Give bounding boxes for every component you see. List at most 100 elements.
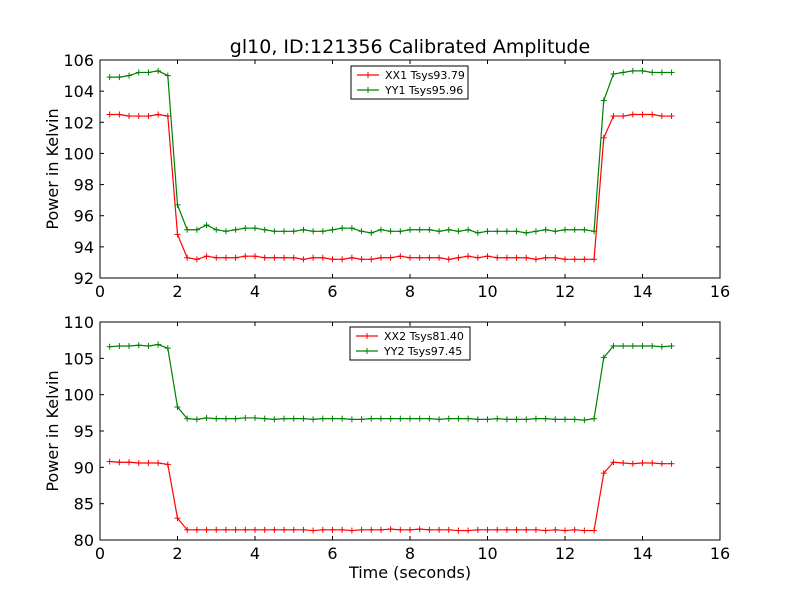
data-point-marker	[474, 254, 481, 261]
data-point-marker	[407, 226, 413, 233]
y-tick-label: 92	[74, 269, 94, 288]
data-point-marker	[252, 414, 258, 421]
y-tick-label: 98	[74, 176, 94, 195]
data-point-marker	[542, 254, 549, 261]
data-point-marker	[193, 256, 200, 263]
data-point-marker	[290, 526, 297, 533]
data-point-marker	[445, 226, 452, 233]
y-axis-label: Power in Kelvin	[43, 108, 62, 229]
chart-title: gl10, ID:121356 Calibrated Amplitude	[230, 36, 590, 58]
data-point-marker	[348, 254, 355, 261]
data-point-marker	[436, 254, 443, 261]
legend-entry: XX2 Tsys81.40	[356, 330, 464, 343]
data-point-marker	[261, 415, 268, 422]
x-axis-label: Time (seconds)	[348, 563, 471, 582]
series-1	[106, 111, 675, 263]
data-point-marker	[329, 415, 336, 422]
data-point-marker	[281, 526, 288, 533]
data-point-marker	[377, 526, 384, 533]
data-point-marker	[116, 111, 123, 118]
data-point-marker	[348, 416, 355, 423]
data-point-marker	[290, 415, 297, 422]
x-tick-label: 10	[477, 544, 497, 563]
data-point-marker	[474, 229, 481, 236]
data-point-marker	[455, 527, 462, 534]
data-point-marker	[358, 256, 365, 263]
data-point-marker	[300, 526, 307, 533]
top-subplot: 0 2 4 6 8 10 12 14 16 92 94 96 98 100 102 104 106 Power i…	[43, 51, 730, 301]
data-point-marker	[184, 415, 191, 422]
data-point-marker	[620, 69, 627, 76]
x-tick-label: 0	[95, 544, 105, 563]
data-point-marker	[271, 526, 278, 533]
data-point-marker	[310, 228, 317, 235]
data-point-marker	[465, 253, 472, 260]
data-point-marker	[116, 74, 123, 81]
data-point-marker	[523, 526, 530, 533]
data-point-marker	[581, 226, 588, 233]
data-point-marker	[503, 228, 510, 235]
legend-entry: YY2 Tsys97.45	[356, 345, 462, 358]
data-point-marker	[319, 526, 326, 533]
data-point-marker	[591, 415, 598, 422]
x-tick-label: 12	[555, 544, 575, 563]
data-point-marker	[193, 416, 200, 423]
data-point-marker	[591, 256, 598, 263]
data-point-marker	[203, 253, 210, 260]
y-tick-label: 95	[74, 422, 94, 441]
data-point-marker	[532, 256, 539, 263]
data-point-marker	[484, 228, 491, 235]
data-point-marker	[581, 256, 588, 263]
data-point-marker	[503, 416, 510, 423]
data-point-marker	[562, 416, 568, 423]
x-tick-label: 8	[405, 544, 415, 563]
data-point-marker	[610, 71, 617, 78]
data-point-marker	[174, 201, 181, 208]
y-tick-label: 100	[63, 144, 94, 163]
data-point-marker	[658, 343, 665, 350]
data-point-marker	[455, 254, 462, 261]
data-point-marker	[213, 254, 220, 261]
data-point-marker	[445, 415, 452, 422]
data-point-marker	[436, 416, 443, 423]
data-point-marker	[465, 415, 472, 422]
data-point-marker	[465, 527, 472, 534]
data-point-marker	[358, 526, 365, 533]
data-point-marker	[387, 526, 394, 533]
data-point-marker	[552, 228, 559, 235]
data-point-marker	[639, 111, 646, 118]
data-point-marker	[126, 459, 133, 466]
y-tick-label: 110	[63, 313, 94, 332]
data-point-marker	[281, 228, 288, 235]
data-point-marker	[484, 526, 491, 533]
data-point-marker	[591, 228, 598, 235]
data-point-marker	[658, 113, 665, 120]
data-point-marker	[319, 228, 326, 235]
data-point-marker	[416, 254, 423, 261]
data-point-marker	[639, 459, 646, 466]
data-point-marker	[281, 254, 288, 261]
data-point-marker	[145, 459, 152, 466]
data-point-marker	[562, 226, 568, 233]
x-tick-label: 2	[172, 282, 182, 301]
data-point-marker	[184, 526, 191, 533]
data-point-marker	[532, 526, 539, 533]
data-point-marker	[649, 342, 656, 349]
data-point-marker	[213, 415, 220, 422]
data-point-marker	[348, 527, 355, 534]
data-point-marker	[106, 343, 113, 350]
data-point-marker	[668, 460, 675, 467]
data-point-marker	[135, 113, 142, 120]
x-tick-label: 8	[405, 282, 415, 301]
data-point-marker	[184, 226, 191, 233]
data-point-marker	[523, 254, 530, 261]
data-point-marker	[135, 459, 142, 466]
data-point-marker	[222, 526, 229, 533]
data-point-marker	[222, 228, 229, 235]
data-point-marker	[155, 459, 162, 466]
data-point-marker	[639, 342, 646, 349]
data-point-marker	[407, 415, 413, 422]
data-point-marker	[242, 225, 249, 232]
data-point-marker	[310, 416, 317, 423]
data-point-marker	[407, 526, 413, 533]
